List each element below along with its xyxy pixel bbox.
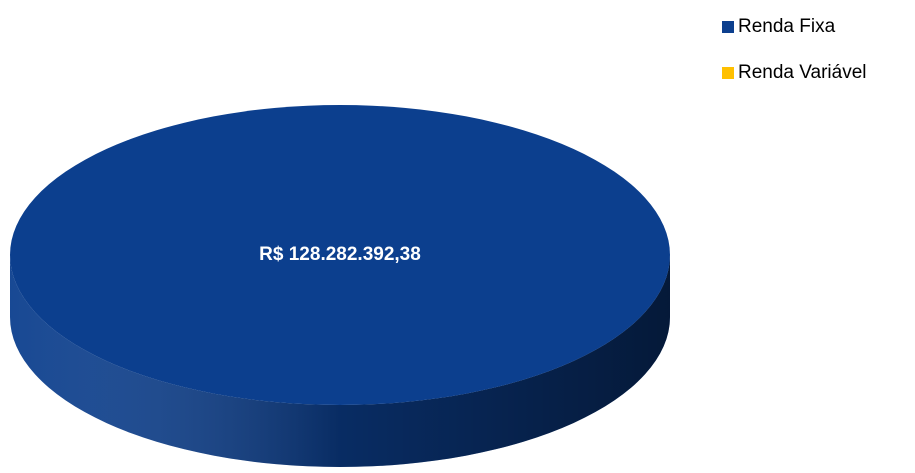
legend-label: Renda Fixa — [738, 16, 836, 37]
legend-swatch — [722, 21, 734, 33]
slice — [10, 105, 670, 405]
legend-label: Renda Variável — [738, 62, 867, 83]
slice-side-shade — [10, 255, 670, 467]
legend-swatch — [722, 67, 734, 79]
data-label: R$ 128.282.392,38 — [259, 244, 421, 265]
